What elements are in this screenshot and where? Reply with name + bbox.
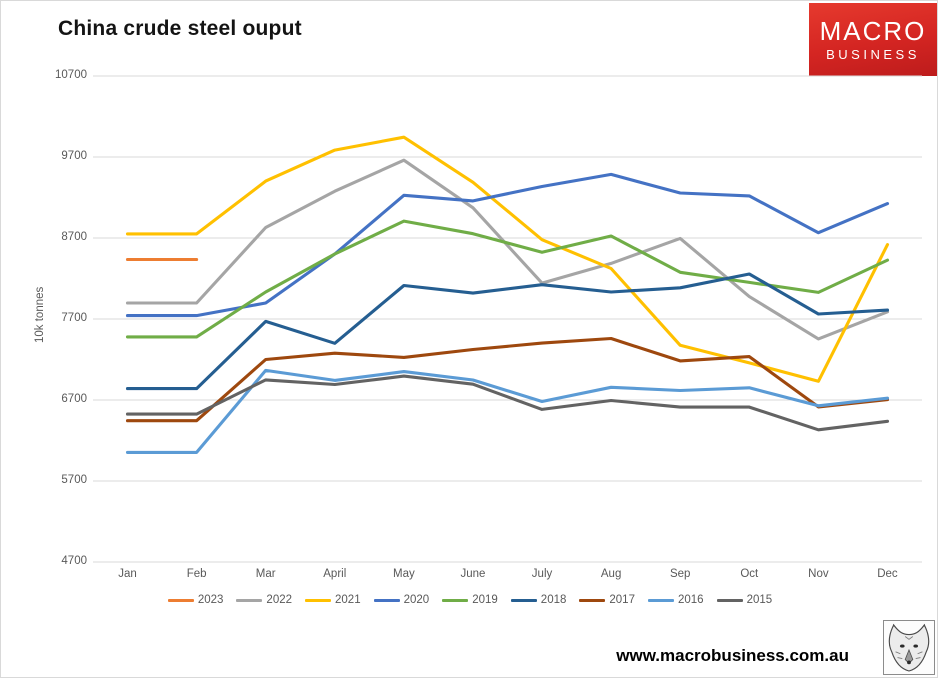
legend-line-swatch xyxy=(510,598,537,602)
series-line-2022 xyxy=(125,158,890,341)
series-line-2019 xyxy=(125,219,890,339)
x-tick-label: Jan xyxy=(118,568,137,580)
y-tick-label: 6700 xyxy=(61,393,87,405)
y-tick-label: 7700 xyxy=(61,312,87,324)
legend-item-2019: 2019 xyxy=(442,594,498,606)
legend-item-2023: 2023 xyxy=(167,594,224,606)
x-tick-label: June xyxy=(460,568,486,580)
legend-label: 2018 xyxy=(540,594,567,606)
legend-label: 2019 xyxy=(472,594,498,606)
legend-label: 2017 xyxy=(609,594,635,606)
legend-label: 2016 xyxy=(677,594,704,606)
legend-line-swatch xyxy=(716,598,743,602)
chart-legend: 2023 2022 2021 2020 2019 2018 2017 2016 2015 xyxy=(1,594,937,606)
wolf-head-icon xyxy=(888,623,930,672)
x-tick-label: Nov xyxy=(808,568,829,580)
legend-label: 2022 xyxy=(266,594,293,606)
y-axis-title: 10k tonnes xyxy=(34,286,46,343)
series-line-2020 xyxy=(125,172,890,318)
legend-label: 2015 xyxy=(746,594,773,606)
x-tick-label: July xyxy=(531,568,553,580)
legend-label: 2023 xyxy=(197,594,224,606)
y-tick-label: 10700 xyxy=(55,69,87,81)
series-line-2018 xyxy=(125,272,890,391)
legend-item-2017: 2017 xyxy=(579,594,635,606)
legend-line-swatch xyxy=(167,598,194,602)
legend-item-2022: 2022 xyxy=(236,594,292,606)
x-tick-label: Feb xyxy=(186,568,207,580)
legend-line-swatch xyxy=(373,598,400,602)
x-tick-label: Sep xyxy=(669,568,691,580)
series-line-2015 xyxy=(125,374,890,432)
legend-item-2015: 2015 xyxy=(716,594,773,606)
y-tick-label: 5700 xyxy=(61,474,87,486)
wolf-logo-box xyxy=(883,620,935,675)
legend-line-swatch xyxy=(305,598,332,602)
legend-item-2016: 2016 xyxy=(647,594,704,606)
chart-title: China crude steel ouput xyxy=(58,17,302,40)
y-tick-label: 4700 xyxy=(61,555,87,567)
legend-item-2020: 2020 xyxy=(373,594,430,606)
macrobusiness-logo: MACRO BUSINESS xyxy=(809,3,937,76)
x-tick-label: Mar xyxy=(255,568,276,580)
legend-line-swatch xyxy=(442,598,469,602)
legend-line-swatch xyxy=(647,598,674,602)
legend-label: 2020 xyxy=(403,594,430,606)
legend-line-swatch xyxy=(579,598,606,602)
series-line-2017 xyxy=(125,336,890,423)
x-tick-label: Aug xyxy=(600,568,622,580)
x-tick-label: April xyxy=(323,568,347,580)
legend-item-2018: 2018 xyxy=(510,594,567,606)
y-tick-label: 9700 xyxy=(61,150,87,162)
legend-label: 2021 xyxy=(335,594,361,606)
x-tick-label: Dec xyxy=(877,568,898,580)
x-tick-label: Oct xyxy=(740,568,759,580)
website-url-link[interactable]: www.macrobusiness.com.au xyxy=(616,646,849,665)
legend-line-swatch xyxy=(236,598,263,602)
logo-text-business: BUSINESS xyxy=(826,47,920,62)
logo-text-macro: MACRO xyxy=(819,16,927,46)
x-tick-label: May xyxy=(393,568,415,580)
y-tick-label: 8700 xyxy=(61,231,87,243)
legend-item-2021: 2021 xyxy=(305,594,361,606)
